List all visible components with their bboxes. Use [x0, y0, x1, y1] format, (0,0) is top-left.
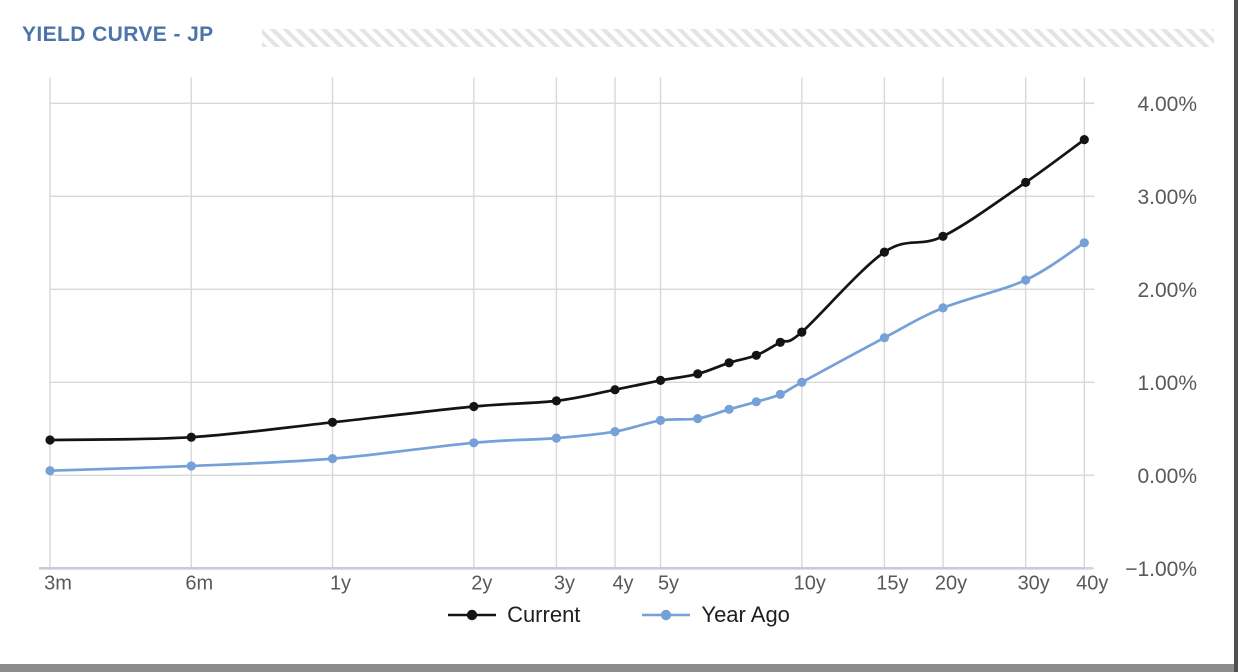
x-tick-label: 40y [1076, 572, 1108, 594]
data-point-marker[interactable] [551, 433, 562, 443]
data-point-marker[interactable] [797, 327, 807, 337]
y-tick-label: 4.00% [1137, 93, 1197, 116]
y-tick-label: 1.00% [1137, 372, 1197, 395]
x-tick-label: 4y [612, 572, 633, 594]
data-point-marker[interactable] [693, 369, 703, 379]
data-point-marker[interactable] [879, 247, 890, 257]
data-point-marker[interactable] [655, 375, 666, 385]
x-tick-label: 3y [554, 572, 575, 594]
axis-tick-labels: 3m 6m 1y 2y 3y 4y 5y 10y 15y 20y 30y 40y 4.00% 3.00% 2… [44, 93, 1197, 594]
data-point-marker[interactable] [655, 415, 666, 425]
gridlines [49, 77, 1086, 569]
current-line-marker-icon [448, 609, 497, 621]
series-year-ago[interactable] [45, 238, 1089, 476]
data-point-marker[interactable] [751, 397, 761, 407]
x-tick-label: 3m [44, 572, 72, 594]
data-point-marker[interactable] [551, 396, 562, 406]
data-point-marker[interactable] [879, 333, 890, 343]
data-point-marker[interactable] [1021, 275, 1031, 285]
data-point-marker[interactable] [469, 438, 479, 448]
data-point-marker[interactable] [469, 401, 479, 412]
data-point-marker[interactable] [610, 427, 620, 437]
data-point-marker[interactable] [45, 435, 55, 445]
x-tick-label: 10y [794, 572, 826, 594]
legend-label-year-ago: Year Ago [701, 602, 790, 627]
data-point-marker[interactable] [724, 358, 734, 368]
data-point-marker[interactable] [751, 350, 761, 360]
data-point-marker[interactable] [693, 414, 703, 424]
legend-item-year-ago[interactable]: Year Ago [642, 602, 790, 628]
legend-label-current: Current [507, 602, 581, 627]
x-tick-label: 6m [185, 572, 213, 594]
data-point-marker[interactable] [610, 385, 620, 395]
y-tick-label: 3.00% [1137, 186, 1197, 209]
data-point-marker[interactable] [186, 432, 196, 442]
data-point-marker[interactable] [327, 454, 338, 464]
chart-legend: Current Year Ago [0, 602, 1238, 628]
year-ago-line-marker-icon [642, 609, 691, 621]
window-bottom-edge [0, 664, 1238, 672]
data-point-marker[interactable] [724, 404, 734, 414]
legend-item-current[interactable]: Current [448, 602, 580, 628]
data-point-marker[interactable] [1079, 238, 1089, 248]
data-point-marker[interactable] [327, 417, 338, 427]
series-current[interactable] [45, 135, 1089, 445]
y-tick-label: 0.00% [1137, 465, 1197, 488]
data-point-marker[interactable] [775, 337, 785, 347]
x-tick-label: 2y [471, 572, 492, 594]
window-right-edge [1234, 0, 1238, 672]
data-point-marker[interactable] [1021, 177, 1031, 187]
data-point-marker[interactable] [186, 461, 196, 471]
data-point-marker[interactable] [938, 303, 948, 313]
data-point-marker[interactable] [1079, 135, 1089, 145]
series-lines[interactable] [45, 135, 1089, 476]
x-tick-label: 20y [935, 572, 967, 594]
page-title: YIELD CURVE - JP [22, 23, 214, 46]
y-tick-label: −1.00% [1125, 558, 1197, 581]
data-point-marker[interactable] [45, 466, 55, 476]
data-point-marker[interactable] [938, 231, 948, 241]
y-tick-label: 2.00% [1137, 279, 1197, 302]
x-tick-label: 15y [876, 572, 908, 594]
x-tick-label: 1y [330, 572, 351, 594]
x-tick-label: 5y [658, 572, 679, 594]
data-point-marker[interactable] [775, 389, 785, 399]
x-tick-label: 30y [1018, 572, 1050, 594]
title-hatch-decoration [262, 29, 1214, 47]
data-point-marker[interactable] [797, 377, 807, 387]
axis-lines [39, 102, 1095, 570]
